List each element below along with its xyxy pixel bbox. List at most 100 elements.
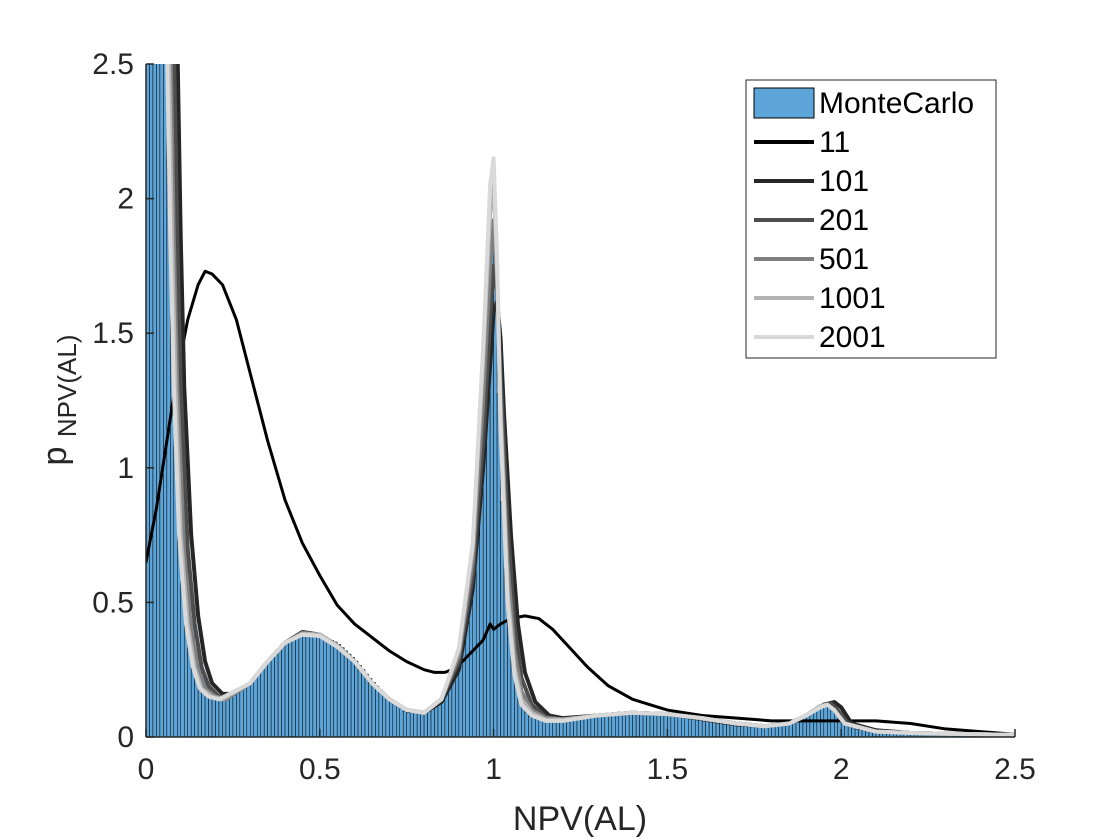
y-tick-label: 2 bbox=[117, 183, 134, 216]
histogram-bar bbox=[163, 64, 168, 737]
histogram-bar bbox=[778, 725, 783, 737]
histogram-bar bbox=[316, 634, 321, 737]
histogram-bar bbox=[326, 638, 331, 737]
x-tick-label: 1.5 bbox=[647, 753, 689, 786]
histogram-bar bbox=[795, 719, 800, 737]
legend-label: 11 bbox=[819, 126, 850, 159]
histogram-bar bbox=[256, 672, 261, 737]
legend: MonteCarlo 11 101 201 501 1001 2001 bbox=[745, 79, 997, 359]
histogram-bar bbox=[535, 718, 540, 737]
histogram-bar bbox=[719, 723, 724, 737]
histogram-bar bbox=[274, 651, 279, 737]
svg-text:p NPV(AL): p NPV(AL) bbox=[36, 335, 82, 466]
histogram-bar bbox=[246, 684, 251, 737]
histogram-bar bbox=[628, 714, 633, 737]
histogram-bar bbox=[674, 716, 679, 737]
histogram-bar bbox=[260, 667, 265, 737]
histogram-bar bbox=[347, 653, 352, 737]
y-axis-label: p bbox=[36, 447, 74, 466]
histogram-bar bbox=[236, 692, 241, 737]
histogram-bar bbox=[830, 708, 835, 737]
histogram-bar bbox=[406, 712, 411, 737]
histogram-bar bbox=[590, 717, 595, 737]
histogram-bar bbox=[559, 720, 564, 737]
histogram-bar bbox=[670, 716, 675, 737]
axes bbox=[145, 64, 1015, 738]
histogram-bar bbox=[361, 669, 366, 737]
histogram-bar bbox=[531, 717, 536, 737]
histogram-bar bbox=[608, 715, 613, 737]
histogram-bar bbox=[861, 729, 866, 737]
histogram-bar bbox=[816, 708, 821, 737]
histogram-bar bbox=[340, 647, 345, 737]
histogram-bar bbox=[298, 635, 303, 737]
histogram-bar bbox=[378, 689, 383, 737]
histogram-bar bbox=[615, 715, 619, 737]
y-tick-label: 0 bbox=[117, 721, 134, 754]
histogram-bar bbox=[757, 727, 762, 737]
histogram-bar bbox=[382, 693, 387, 737]
histogram-bar bbox=[253, 676, 258, 737]
histogram-bar bbox=[267, 659, 272, 737]
histogram-bar bbox=[698, 720, 703, 737]
histogram-bar bbox=[576, 718, 581, 737]
histogram-bar bbox=[701, 720, 706, 737]
histogram-bar bbox=[785, 723, 790, 737]
histogram-bar bbox=[399, 708, 404, 737]
histogram-bar bbox=[493, 279, 498, 737]
histogram-bar bbox=[375, 685, 380, 737]
histogram-bar bbox=[329, 640, 334, 737]
histogram-bar bbox=[632, 713, 637, 737]
histogram-bar bbox=[319, 635, 324, 737]
histogram-bar bbox=[371, 682, 376, 737]
histogram-bar bbox=[524, 711, 529, 737]
histogram-bar bbox=[430, 705, 435, 737]
histogram-bar bbox=[635, 714, 640, 737]
y-axis-label-subscript: NPV(AL) bbox=[52, 335, 82, 438]
histogram-bar bbox=[218, 698, 223, 737]
histogram-bar bbox=[152, 64, 157, 737]
legend-swatch-histogram bbox=[753, 87, 815, 119]
histogram-bar bbox=[288, 640, 293, 737]
histogram-bar bbox=[284, 641, 289, 737]
histogram-bar bbox=[646, 714, 651, 737]
histogram-bar bbox=[538, 719, 543, 737]
series-lines bbox=[146, 64, 1015, 737]
y-tick-label: 1 bbox=[117, 452, 134, 485]
y-tick-label: 0.5 bbox=[92, 586, 134, 619]
histogram-bar bbox=[656, 714, 661, 737]
histogram-bar bbox=[552, 721, 557, 737]
legend-label: 201 bbox=[819, 204, 869, 237]
histogram-bar bbox=[291, 638, 296, 737]
histogram-bar bbox=[729, 725, 734, 737]
legend-label: 101 bbox=[819, 165, 869, 198]
histogram-bar bbox=[222, 698, 227, 737]
histogram-bar bbox=[708, 721, 713, 737]
histogram-bar bbox=[336, 644, 341, 737]
histogram-bar bbox=[649, 714, 654, 737]
x-tick-label: 2.5 bbox=[994, 753, 1036, 786]
histogram-bar bbox=[159, 64, 164, 737]
histogram-bar bbox=[580, 718, 585, 737]
histogram-bar bbox=[323, 636, 328, 737]
histogram-bar bbox=[569, 719, 574, 737]
histogram-bar bbox=[277, 648, 282, 737]
histogram-bar bbox=[781, 724, 786, 737]
histogram-bar bbox=[653, 714, 658, 737]
histogram-bar bbox=[333, 641, 338, 737]
histogram-bar bbox=[416, 712, 421, 737]
histogram-bar bbox=[343, 650, 348, 737]
histogram-bar bbox=[851, 727, 856, 737]
histogram-bar bbox=[312, 634, 317, 737]
histogram-bar bbox=[573, 719, 578, 737]
histogram-bar bbox=[767, 726, 772, 737]
histogram-bar bbox=[604, 715, 609, 737]
histogram-bar bbox=[583, 717, 588, 737]
histogram-bar bbox=[754, 726, 759, 737]
series-line-11 bbox=[146, 269, 1015, 736]
histogram-bar bbox=[694, 719, 699, 737]
histogram-bar bbox=[545, 721, 550, 737]
histogram-bar bbox=[639, 714, 644, 737]
histogram-bar bbox=[587, 717, 592, 737]
histogram-bar bbox=[691, 719, 696, 737]
